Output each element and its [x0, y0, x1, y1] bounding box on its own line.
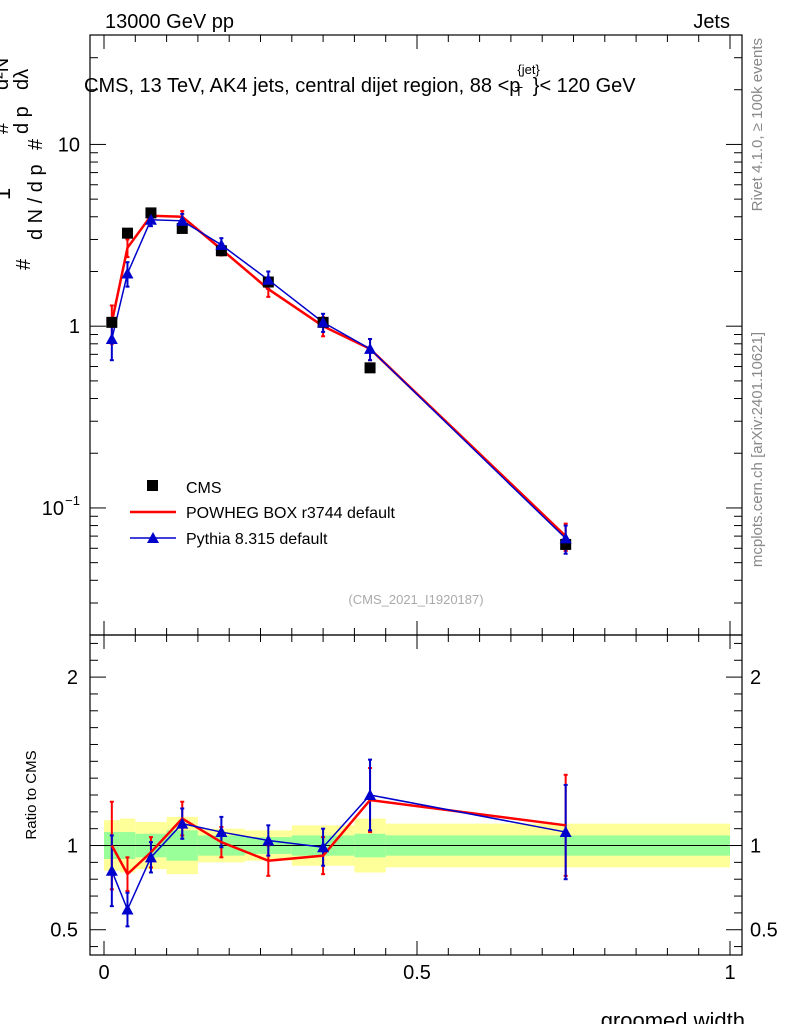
- legend-pythia-marker: [147, 532, 159, 543]
- ratio-y-axis-label: Ratio to CMS: [23, 750, 40, 839]
- analysis-id-watermark: (CMS_2021_I1920187): [348, 592, 483, 607]
- legend: CMS POWHEG BOX r3744 default Pythia 8.31…: [130, 480, 396, 548]
- pythia-point: [559, 532, 572, 544]
- svg-text:d N / d p: d N / d p: [25, 164, 47, 240]
- ratio-pythia-point: [559, 826, 572, 838]
- x-axis-label: groomed width: [601, 1008, 745, 1024]
- y-tick-label: 10: [58, 134, 80, 156]
- ratio-pythia-point: [364, 789, 377, 800]
- cms-point: [176, 222, 188, 234]
- y-tick-label: 1: [69, 316, 80, 338]
- svg-text:#: #: [25, 138, 47, 150]
- pythia-point: [121, 267, 134, 279]
- cms-point: [364, 362, 376, 374]
- plot-title: CMS, 13 TeV, AK4 jets, central dijet reg…: [84, 62, 636, 99]
- ratio-tick-label: 0.5: [50, 920, 78, 942]
- y-tick-label-exponent: −1: [65, 493, 80, 508]
- pythia-point: [144, 213, 157, 225]
- cms-point: [121, 227, 133, 239]
- legend-cms-marker: [147, 480, 158, 491]
- rivet-version-label: Rivet 4.1.0, ≥ 100k events: [749, 38, 766, 211]
- energy-label: 13000 GeV pp: [105, 11, 234, 33]
- x-tick-label: 1: [724, 962, 735, 984]
- legend-pythia-label: Pythia 8.315 default: [186, 531, 328, 548]
- category-label: Jets: [693, 11, 730, 33]
- svg-text:#: #: [0, 122, 13, 134]
- data-marks: [105, 207, 572, 928]
- ratio-tick-label-right: 0.5: [750, 920, 778, 942]
- pythia-point: [176, 214, 189, 226]
- ratio-pythia-point: [105, 864, 118, 876]
- powheg-line: [110, 214, 567, 538]
- x-tick-label: 0: [98, 962, 109, 984]
- svg-text:1: 1: [0, 188, 15, 200]
- ratio-powheg-line: [110, 798, 566, 877]
- svg-text:d p: d p: [11, 106, 33, 134]
- svg-text:dλ: dλ: [11, 69, 33, 90]
- pythia-point: [262, 273, 275, 285]
- pythia-point: [317, 316, 330, 328]
- cms-point: [106, 316, 118, 328]
- mcplots-source-label: mcplots.cern.ch [arXiv:2401.10621]: [749, 332, 766, 567]
- upper-y-axis-label: # d N / d p 1 # d p # dλ d²N: [0, 58, 47, 270]
- legend-cms-label: CMS: [186, 480, 222, 497]
- ratio-tick-label: 1: [67, 836, 78, 858]
- ratio-frame: [89, 634, 743, 956]
- svg-text:d²N: d²N: [0, 58, 13, 90]
- cms-point: [560, 538, 572, 550]
- ratio-pythia-point: [144, 851, 157, 863]
- x-tick-label: 0.5: [403, 962, 431, 984]
- ratio-pythia-point: [317, 841, 330, 853]
- ratio-tick-label-right: 1: [750, 836, 761, 858]
- cms-point: [215, 245, 227, 257]
- ratio-pythia-point: [262, 834, 275, 846]
- svg-text:#: #: [13, 258, 35, 270]
- cms-point: [145, 207, 157, 219]
- y-tick-label: 10: [42, 498, 64, 520]
- ratio-tick-label-right: 2: [750, 667, 761, 689]
- pythia-point: [105, 333, 118, 345]
- ratio-pythia-point: [121, 903, 134, 915]
- ratio-pythia-point: [215, 826, 228, 838]
- pythia-point: [364, 342, 377, 354]
- pythia-point: [215, 238, 228, 250]
- ratio-pythia-point: [176, 817, 189, 829]
- legend-powheg-label: POWHEG BOX r3744 default: [186, 505, 396, 522]
- pythia-line: [111, 219, 567, 539]
- ratio-tick-label: 2: [67, 667, 78, 689]
